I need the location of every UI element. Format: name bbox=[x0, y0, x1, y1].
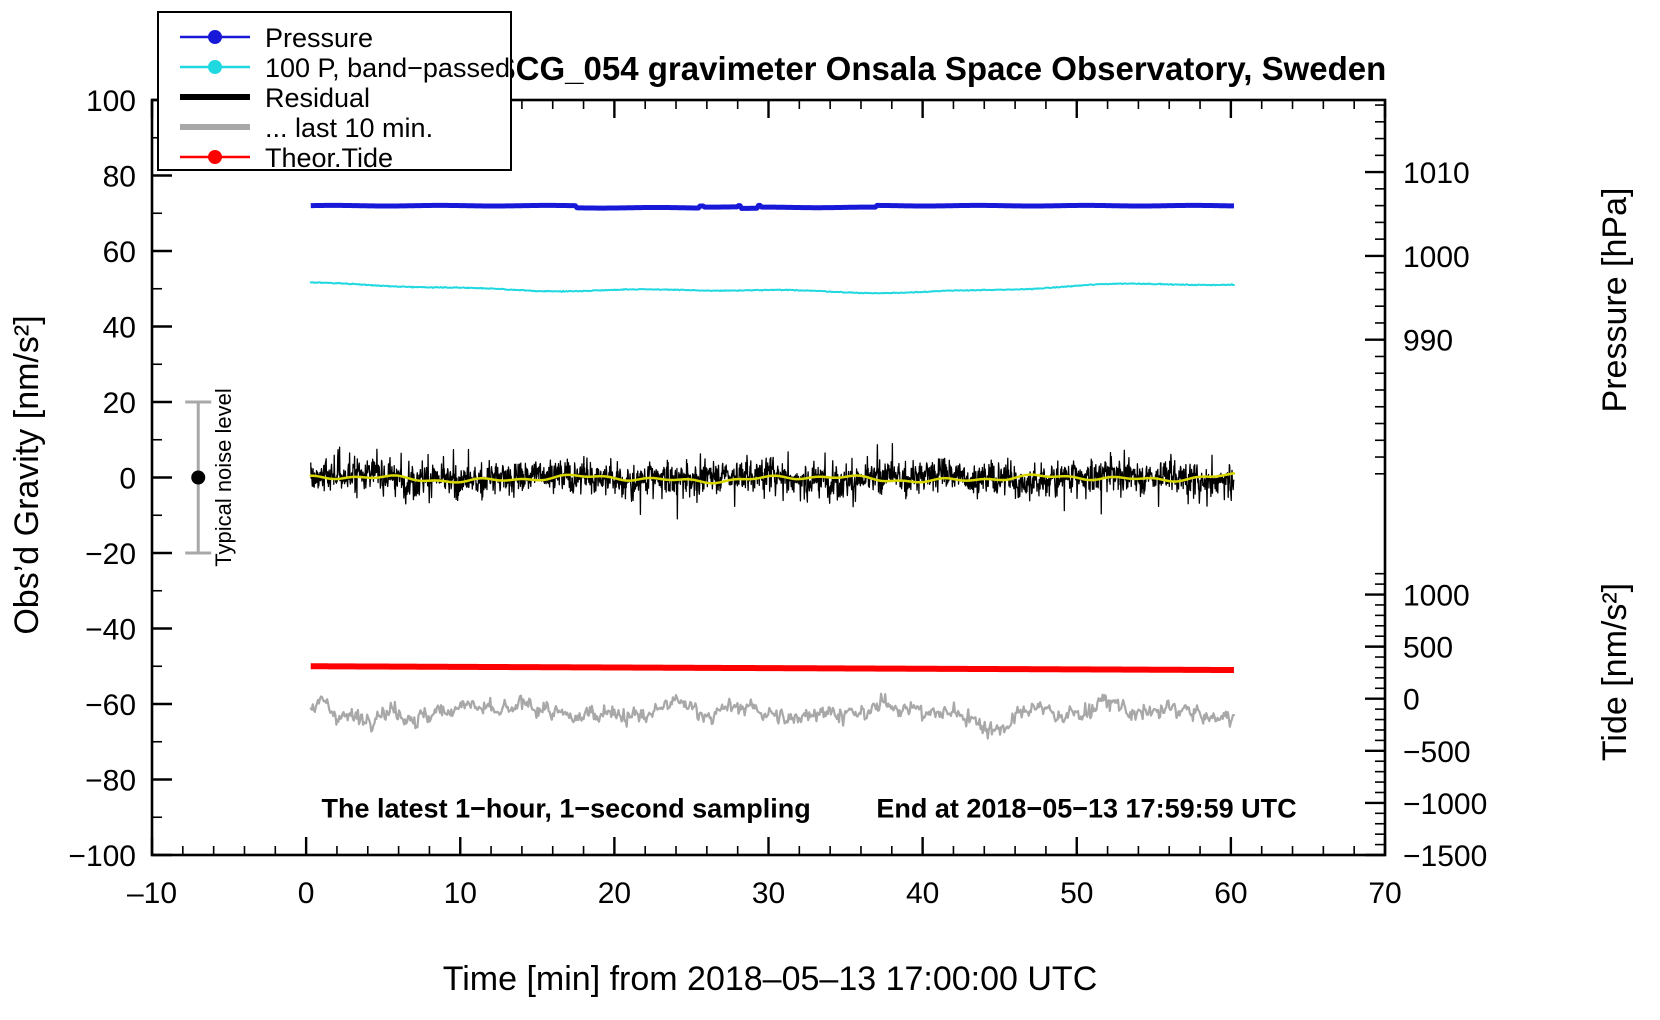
y-tick-label: 0 bbox=[119, 463, 136, 496]
x-tick-label: 20 bbox=[598, 877, 631, 910]
pressure-tick-label: 1010 bbox=[1403, 157, 1470, 190]
x-tick-label: 30 bbox=[752, 877, 785, 910]
pressure-tick-label: 990 bbox=[1403, 325, 1453, 358]
y-tick-label: 100 bbox=[86, 85, 136, 118]
y-tick-label: −60 bbox=[85, 689, 136, 722]
legend-label: Theor.Tide bbox=[265, 143, 393, 173]
pressure-axis-title: Pressure [hPa] bbox=[1596, 188, 1634, 413]
series-pressure-bandpassed bbox=[309, 281, 1235, 295]
legend-swatch-marker bbox=[208, 30, 222, 44]
tide-tick-label: 500 bbox=[1403, 632, 1453, 665]
series-last-10-min bbox=[309, 692, 1236, 740]
series-smoothed-residual bbox=[309, 472, 1236, 485]
x-axis-ticks: ‒10 0 10 20 30 40 50 60 70 bbox=[127, 100, 1402, 910]
tide-tick-label: 1000 bbox=[1403, 580, 1470, 613]
x-tick-label: 50 bbox=[1060, 877, 1093, 910]
legend-label: 100 P, band−passed bbox=[265, 53, 510, 83]
pressure-tick-label: 1000 bbox=[1403, 241, 1470, 274]
y-tick-label: 80 bbox=[103, 161, 136, 194]
y-tick-label: −40 bbox=[85, 614, 136, 647]
y-tick-label: −20 bbox=[85, 538, 136, 571]
sampling-note: The latest 1−hour, 1−second sampling bbox=[322, 793, 811, 823]
chart-title: SCG_054 gravimeter Onsala Space Observat… bbox=[494, 50, 1387, 87]
tide-tick-label: −1500 bbox=[1403, 840, 1487, 873]
tide-axis-title: Tide [nm/s²] bbox=[1596, 583, 1634, 761]
legend-swatch-marker bbox=[208, 60, 222, 74]
noise-level-dot bbox=[191, 470, 206, 485]
annotations-layer: Typical noise level The latest 1−hour, 1−… bbox=[185, 388, 1297, 823]
noise-level-label: Typical noise level bbox=[211, 388, 236, 567]
y-tick-label: 40 bbox=[103, 312, 136, 345]
tide-tick-label: 0 bbox=[1403, 684, 1420, 717]
legend-item[interactable]: Theor.Tide bbox=[180, 143, 393, 173]
legend-swatch-marker bbox=[208, 150, 222, 164]
y-axis-title: Obs’d Gravity [nm/s²] bbox=[8, 315, 46, 634]
pressure-axis-ticks: 990 1000 1010 bbox=[1365, 104, 1470, 475]
x-tick-label: ‒10 bbox=[127, 877, 177, 910]
legend-label: Residual bbox=[265, 83, 370, 113]
x-tick-label: 0 bbox=[298, 877, 315, 910]
x-axis-title: Time [min] from 2018‒05‒13 17:00:00 UTC bbox=[443, 960, 1098, 998]
tide-tick-label: −1000 bbox=[1403, 788, 1487, 821]
series-residual bbox=[310, 442, 1235, 520]
tide-axis-ticks: −1500 −1000 −500 0 500 1000 bbox=[1365, 572, 1487, 873]
x-tick-label: 60 bbox=[1214, 877, 1247, 910]
end-time-note: End at 2018−05−13 17:59:59 UTC bbox=[876, 793, 1296, 823]
tide-tick-label: −500 bbox=[1403, 736, 1471, 769]
y-axis-ticks: −100 −80 −60 −40 −20 0 20 40 60 80 100 bbox=[68, 85, 172, 873]
series-pressure bbox=[309, 202, 1235, 211]
y-tick-label: −80 bbox=[85, 765, 136, 798]
x-tick-label: 10 bbox=[444, 877, 477, 910]
legend-item[interactable]: ... last 10 min. bbox=[180, 113, 433, 143]
legend-label: ... last 10 min. bbox=[265, 113, 433, 143]
legend-item[interactable]: 100 P, band−passed bbox=[180, 53, 510, 83]
y-tick-label: 60 bbox=[103, 236, 136, 269]
data-series-layer bbox=[309, 202, 1236, 740]
x-tick-label: 40 bbox=[906, 877, 939, 910]
series-theoretical-tide bbox=[310, 663, 1234, 674]
legend-item[interactable]: Pressure bbox=[180, 23, 373, 53]
legend-item[interactable]: Residual bbox=[180, 83, 370, 113]
y-tick-label: 20 bbox=[103, 387, 136, 420]
x-tick-label: 70 bbox=[1368, 877, 1401, 910]
legend-label: Pressure bbox=[265, 23, 373, 53]
y-tick-label: −100 bbox=[68, 840, 136, 873]
